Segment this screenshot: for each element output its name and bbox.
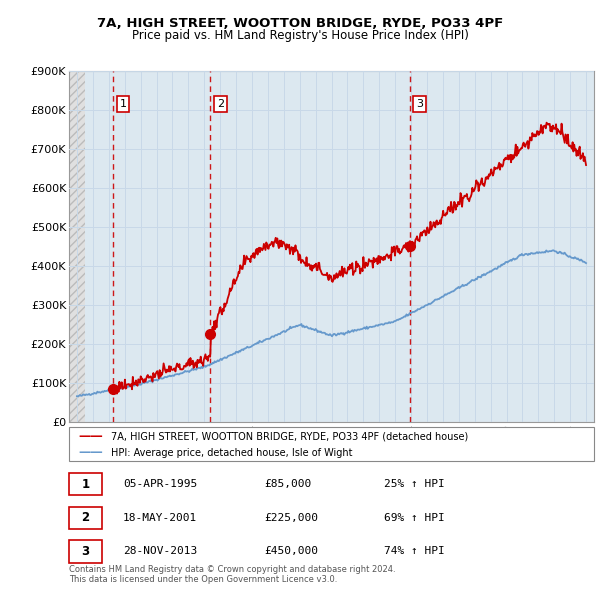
Text: ——: —— xyxy=(78,430,103,443)
Text: 1: 1 xyxy=(82,477,89,491)
Text: £450,000: £450,000 xyxy=(264,546,318,556)
Text: 18-MAY-2001: 18-MAY-2001 xyxy=(123,513,197,523)
Text: ——: —— xyxy=(78,446,103,460)
Bar xyxy=(69,71,85,422)
Text: 3: 3 xyxy=(82,545,89,558)
Text: 28-NOV-2013: 28-NOV-2013 xyxy=(123,546,197,556)
Text: 25% ↑ HPI: 25% ↑ HPI xyxy=(384,479,445,489)
Text: Price paid vs. HM Land Registry's House Price Index (HPI): Price paid vs. HM Land Registry's House … xyxy=(131,29,469,42)
Text: 05-APR-1995: 05-APR-1995 xyxy=(123,479,197,489)
Text: 2: 2 xyxy=(82,511,89,525)
Text: £225,000: £225,000 xyxy=(264,513,318,523)
Text: 69% ↑ HPI: 69% ↑ HPI xyxy=(384,513,445,523)
Text: 3: 3 xyxy=(416,99,423,109)
Text: 7A, HIGH STREET, WOOTTON BRIDGE, RYDE, PO33 4PF (detached house): 7A, HIGH STREET, WOOTTON BRIDGE, RYDE, P… xyxy=(111,432,468,442)
Text: £85,000: £85,000 xyxy=(264,479,311,489)
Text: 7A, HIGH STREET, WOOTTON BRIDGE, RYDE, PO33 4PF: 7A, HIGH STREET, WOOTTON BRIDGE, RYDE, P… xyxy=(97,17,503,30)
Text: HPI: Average price, detached house, Isle of Wight: HPI: Average price, detached house, Isle… xyxy=(111,448,353,458)
Text: Contains HM Land Registry data © Crown copyright and database right 2024.
This d: Contains HM Land Registry data © Crown c… xyxy=(69,565,395,584)
Text: 74% ↑ HPI: 74% ↑ HPI xyxy=(384,546,445,556)
Text: 1: 1 xyxy=(119,99,127,109)
Text: 2: 2 xyxy=(217,99,224,109)
